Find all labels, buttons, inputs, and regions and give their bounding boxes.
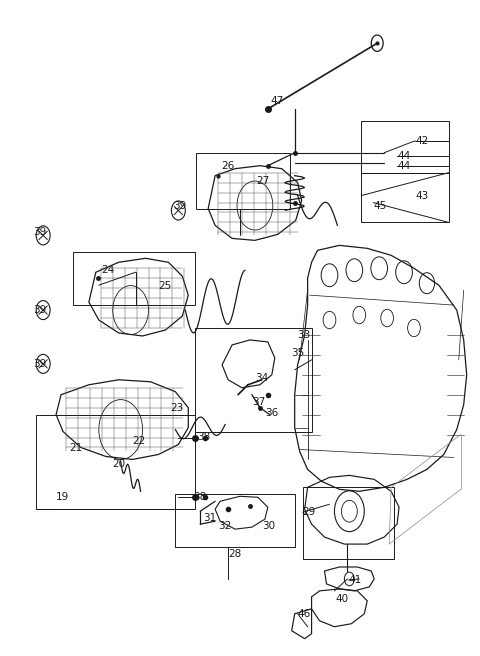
Bar — [195, 328, 312, 432]
Text: 39: 39 — [33, 359, 47, 369]
Text: 40: 40 — [336, 594, 348, 604]
Bar — [73, 253, 195, 305]
Bar — [175, 494, 295, 547]
Text: 19: 19 — [56, 492, 69, 502]
Text: 39: 39 — [33, 305, 47, 315]
Text: 21: 21 — [69, 443, 82, 453]
Text: 36: 36 — [265, 407, 278, 418]
Text: 44: 44 — [397, 161, 410, 171]
Text: 38: 38 — [193, 492, 206, 502]
Bar — [196, 153, 290, 209]
Text: 38: 38 — [197, 432, 211, 441]
Text: 37: 37 — [252, 397, 265, 407]
Text: 27: 27 — [256, 176, 269, 186]
Text: 43: 43 — [415, 190, 428, 201]
Text: 26: 26 — [221, 161, 234, 171]
Text: 35: 35 — [291, 348, 304, 358]
Text: 42: 42 — [415, 136, 428, 146]
Text: 25: 25 — [158, 281, 172, 291]
Bar — [361, 173, 449, 222]
Text: 45: 45 — [373, 201, 386, 211]
Text: 44: 44 — [397, 151, 410, 161]
Bar — [361, 121, 449, 173]
Text: 31: 31 — [203, 513, 216, 523]
Text: 47: 47 — [271, 96, 284, 106]
Bar — [36, 415, 195, 509]
Text: 39: 39 — [33, 228, 47, 237]
Bar — [302, 487, 394, 559]
Text: 24: 24 — [101, 265, 114, 276]
Text: 39: 39 — [173, 201, 187, 211]
Text: 28: 28 — [228, 549, 241, 559]
Text: 23: 23 — [170, 403, 184, 413]
Text: 46: 46 — [298, 609, 311, 619]
Text: 29: 29 — [302, 507, 316, 517]
Text: 33: 33 — [297, 330, 310, 340]
Text: 41: 41 — [348, 575, 361, 585]
Text: 22: 22 — [132, 436, 146, 445]
Text: 30: 30 — [262, 521, 275, 531]
Text: 34: 34 — [255, 373, 268, 383]
Text: 20: 20 — [113, 459, 126, 470]
Text: 32: 32 — [218, 521, 231, 531]
